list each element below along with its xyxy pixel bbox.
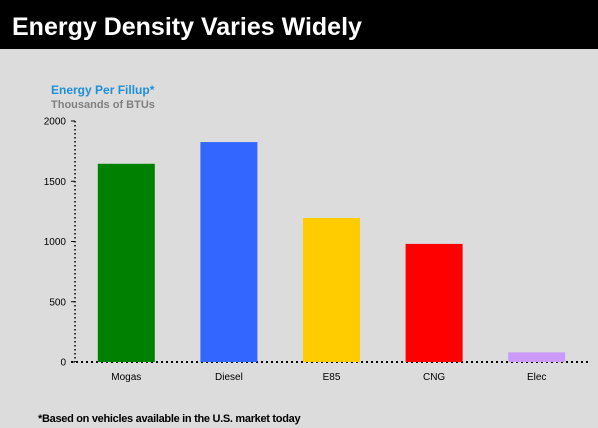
bar-e85 [303,218,360,362]
page-title: Energy Density Varies Widely [12,13,362,41]
y-tick-labels: 0 500 1000 1500 2000 [44,117,67,369]
y-tick-label: 2000 [44,117,67,128]
x-category-label: CNG [423,372,445,383]
x-category-labels: Mogas Diesel E85 CNG Elec [111,372,546,383]
bar-mogas [97,163,155,362]
chart-bars [97,142,566,362]
x-category-label: Elec [527,372,546,383]
y-tick-label: 500 [49,297,66,308]
y-axis-sublabel: Thousands of BTUs [51,99,155,111]
chart-axes [71,120,588,363]
bar-elec [508,352,566,362]
x-category-label: Diesel [215,372,243,383]
y-tick-label: 1000 [44,237,67,248]
y-tick-label: 1500 [44,177,67,188]
x-category-label: E85 [323,372,341,383]
bar-diesel [200,142,258,362]
y-tick-label: 0 [60,358,66,369]
footnote: *Based on vehicles available in the U.S.… [38,413,301,425]
bar-cng [405,243,463,362]
x-category-label: Mogas [111,372,141,383]
y-axis-label: Energy Per Fillup* [51,83,155,97]
title-bar: Energy Density Varies Widely [0,0,598,49]
